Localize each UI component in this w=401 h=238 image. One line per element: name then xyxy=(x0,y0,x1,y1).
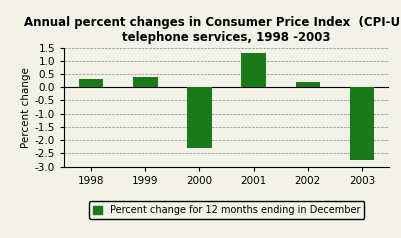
Bar xyxy=(79,79,103,87)
Bar xyxy=(296,82,320,87)
Y-axis label: Percent change: Percent change xyxy=(20,67,30,148)
Title: Annual percent changes in Consumer Price Index  (CPI-U) for
telephone services, : Annual percent changes in Consumer Price… xyxy=(24,16,401,44)
Bar xyxy=(350,87,374,160)
Bar xyxy=(241,53,266,87)
Bar xyxy=(133,77,158,87)
Legend: Percent change for 12 months ending in December: Percent change for 12 months ending in D… xyxy=(89,201,365,219)
Bar xyxy=(187,87,212,148)
